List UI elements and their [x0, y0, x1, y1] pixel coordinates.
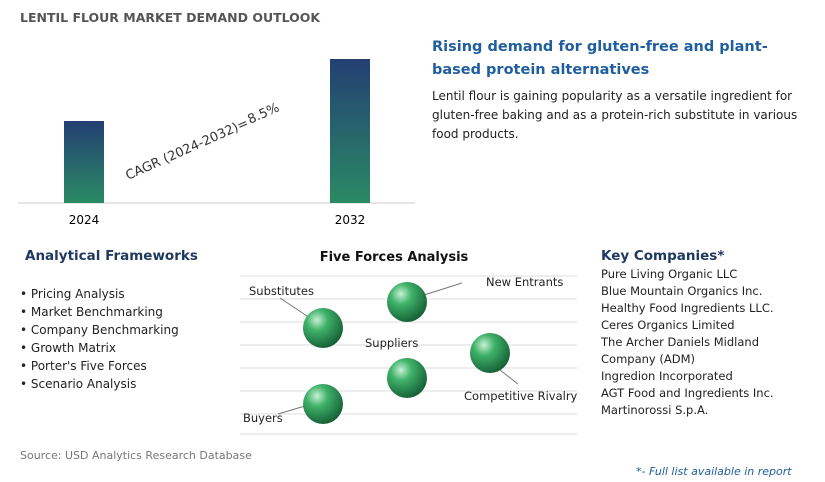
force-label: Suppliers [365, 336, 418, 350]
item-text: Pricing Analysis [30, 287, 125, 301]
list-item: • Scenario Analysis [20, 377, 137, 391]
list-item: Healthy Food Ingredients LLC. [601, 300, 816, 317]
frameworks-title: Analytical Frameworks [25, 248, 198, 264]
list-item: Martinorossi S.p.A. [601, 402, 816, 419]
force-label: Buyers [243, 411, 283, 425]
x-tick-label: 2032 [335, 213, 366, 227]
list-item: • Growth Matrix [20, 341, 116, 355]
force-label: Competitive Rivalry [464, 389, 578, 403]
force-label: New Entrants [486, 275, 563, 289]
list-item: • Market Benchmarking [20, 305, 163, 319]
footnote: *- Full list available in report [636, 465, 792, 478]
item-text: Porter's Five Forces [30, 359, 147, 373]
force-label: Substitutes [249, 284, 314, 298]
list-item: • Pricing Analysis [20, 287, 125, 301]
companies-title: Key Companies* [601, 248, 725, 264]
x-tick-label: 2024 [69, 213, 100, 227]
bar [330, 59, 370, 203]
highlight-text: Lentil flour is gaining popularity as a … [432, 89, 798, 141]
item-text: Blue Mountain Organics Inc. [601, 284, 763, 298]
cagr-label: CAGR (2024-2032)= [124, 116, 252, 184]
item-text: AGT Food and Ingredients Inc. [601, 386, 774, 400]
list-item: The Archer Daniels Midland Company (ADM) [601, 334, 816, 368]
list-item: Ingredion Incorporated [601, 368, 816, 385]
item-text: Healthy Food Ingredients LLC. [601, 301, 774, 315]
five-forces-title: Five Forces Analysis [320, 250, 469, 265]
item-text: Martinorossi S.p.A. [601, 403, 709, 417]
list-item: Blue Mountain Organics Inc. [601, 283, 816, 300]
list-item: • Company Benchmarking [20, 323, 179, 337]
item-text: Growth Matrix [30, 341, 116, 355]
page-title: LENTIL FLOUR MARKET DEMAND OUTLOOK [20, 10, 321, 25]
cagr-value: 8.5% [246, 101, 282, 128]
item-text: Ceres Organics Limited [601, 318, 735, 332]
connectors [277, 282, 519, 415]
spheres [303, 282, 510, 424]
item-text: Ingredion Incorporated [601, 369, 733, 383]
list-item: Pure Living Organic LLC [601, 266, 816, 283]
companies-list: Pure Living Organic LLC Blue Mountain Org… [601, 266, 816, 419]
force-grid [240, 275, 577, 435]
highlight-heading: Rising demand for gluten-free and plant-… [432, 39, 768, 78]
item-text: The Archer Daniels Midland Company (ADM) [601, 335, 760, 366]
item-text: Market Benchmarking [30, 305, 163, 319]
list-item: • Porter's Five Forces [20, 359, 147, 373]
list-item: Ceres Organics Limited [601, 317, 816, 334]
item-text: Scenario Analysis [30, 377, 137, 391]
item-text: Company Benchmarking [30, 323, 179, 337]
source: Source: USD Analytics Research Database [20, 449, 252, 462]
frameworks-list: • Pricing Analysis • Market Benchmarking •… [20, 285, 179, 393]
item-text: Pure Living Organic LLC [601, 267, 738, 281]
list-item: AGT Food and Ingredients Inc. [601, 385, 816, 402]
bar [64, 121, 104, 203]
